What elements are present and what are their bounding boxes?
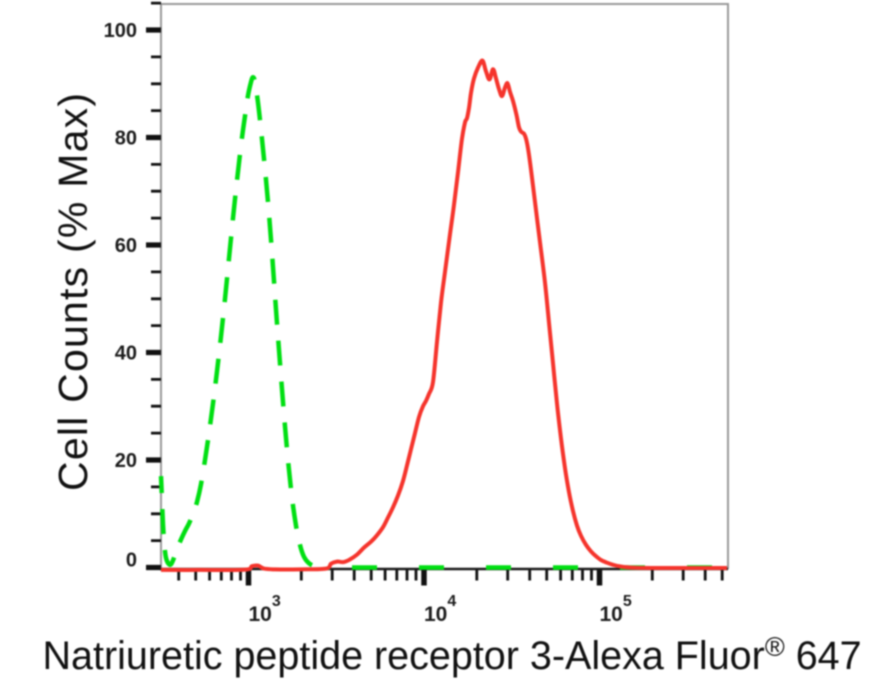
svg-text:0: 0 <box>126 550 137 572</box>
svg-text:20: 20 <box>115 450 137 472</box>
svg-text:Cell Counts (% Max): Cell Counts (% Max) <box>50 93 96 491</box>
svg-text:Natriuretic peptide receptor 3: Natriuretic peptide receptor 3-Alexa Flu… <box>43 632 862 678</box>
svg-text:40: 40 <box>115 343 137 365</box>
svg-text:80: 80 <box>115 128 137 150</box>
svg-text:60: 60 <box>115 235 137 257</box>
svg-text:100: 100 <box>104 20 137 42</box>
